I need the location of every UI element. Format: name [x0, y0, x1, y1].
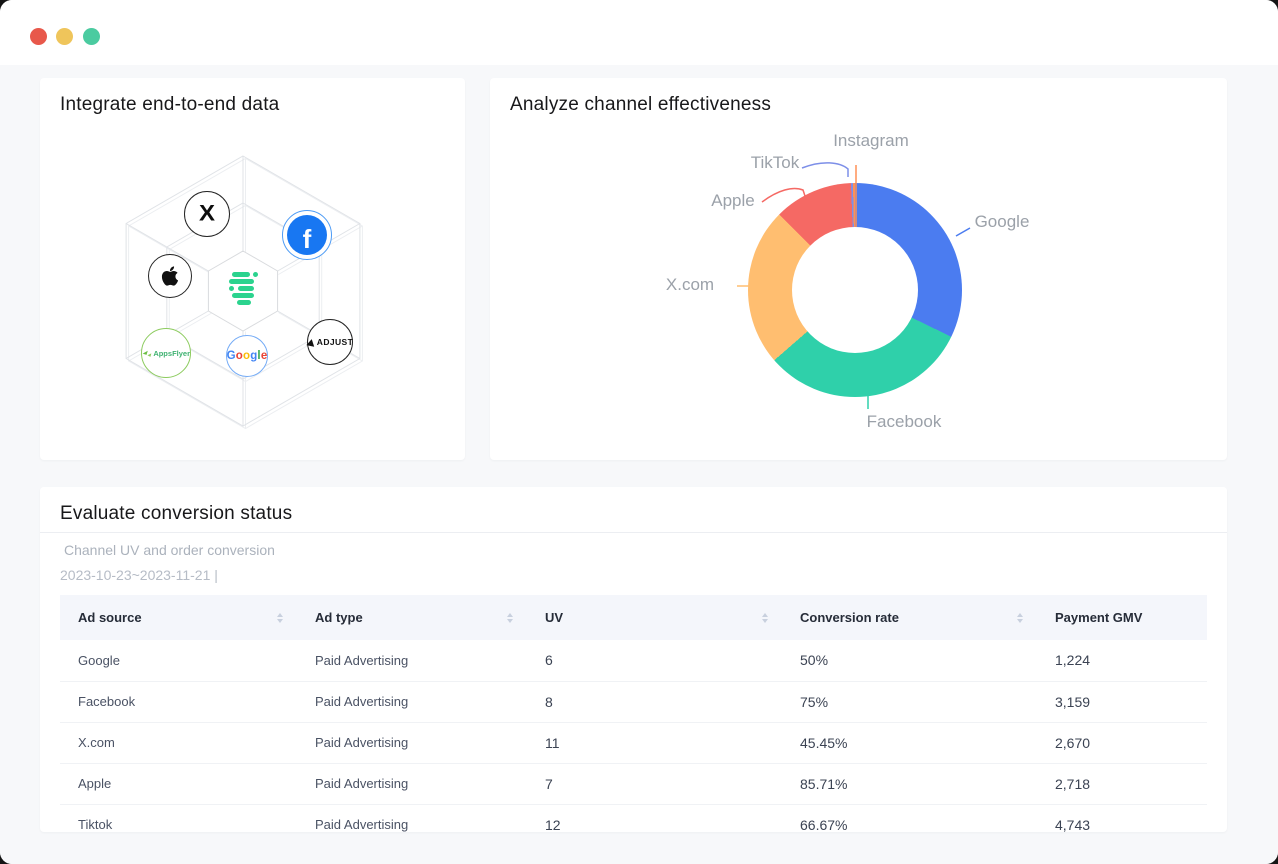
donut-label-google: Google [974, 212, 1030, 231]
table-cell: Paid Advertising [297, 804, 527, 832]
donut-chart[interactable] [748, 183, 962, 397]
date-range: 2023-10-23~2023-11-21 | [60, 567, 218, 583]
adjust-label: ADJUST [316, 337, 354, 347]
table-subtitle: Channel UV and order conversion [64, 542, 275, 558]
table-cell: 12 [527, 804, 782, 832]
apple-logo [148, 254, 192, 298]
table-row[interactable]: X.com Paid Advertising 11 45.45% 2,670 [60, 722, 1207, 764]
table-cell: Google [60, 640, 297, 682]
close-button[interactable] [30, 28, 47, 45]
table-cell: 50% [782, 640, 1037, 682]
table-cell: 3,159 [1037, 681, 1207, 723]
table-cell: 2,718 [1037, 763, 1207, 805]
donut-label-facebook: Facebook [866, 412, 942, 431]
column-header[interactable]: UV [527, 595, 782, 640]
facebook-logo: f [282, 210, 332, 260]
table-row[interactable]: Tiktok Paid Advertising 12 66.67% 4,743 [60, 804, 1207, 832]
evaluate-card-header: Evaluate conversion status [40, 487, 1227, 533]
evaluate-card: Evaluate conversion status Channel UV an… [40, 487, 1227, 832]
table-cell: 45.45% [782, 722, 1037, 764]
analyze-card-title: Analyze channel effectiveness [510, 94, 772, 115]
appsflyer-logo: AppsFlyer [141, 328, 191, 378]
minimize-button[interactable] [56, 28, 73, 45]
conversion-table: Ad source Ad type UV Conversion rate Payment… [60, 595, 1207, 832]
window-titlebar [0, 0, 1278, 65]
evaluate-card-title: Evaluate conversion status [60, 503, 293, 524]
column-header[interactable]: Ad source [60, 595, 297, 640]
donut-label-apple: Apple [711, 191, 755, 210]
table-cell: 4,743 [1037, 804, 1207, 832]
table-cell: X.com [60, 722, 297, 764]
integrate-card: Integrate end-to-end data [40, 78, 465, 460]
sort-icon[interactable] [1017, 612, 1023, 623]
solarengine-logo [207, 250, 279, 332]
analyze-card: Analyze channel effectiveness Google Fac… [490, 78, 1227, 460]
table-row[interactable]: Google Paid Advertising 6 50% 1,224 [60, 640, 1207, 682]
donut-label-instagram: Instagram [833, 131, 909, 150]
table-cell: Tiktok [60, 804, 297, 832]
table-cell: 2,670 [1037, 722, 1207, 764]
appsflyer-bird-icon [142, 350, 152, 357]
table-body: Google Paid Advertising 6 50% 1,224 Facebook P… [60, 640, 1207, 832]
donut-label-xcom: X.com [665, 275, 715, 294]
x-logo: X [184, 191, 230, 237]
table-cell: 6 [527, 640, 782, 682]
adjust-mark-icon [306, 337, 316, 347]
sort-icon[interactable] [277, 612, 283, 623]
google-logo: Google [226, 335, 268, 377]
column-header: Payment GMV [1037, 595, 1207, 640]
integration-diagram: X f AppsFlyer G [40, 78, 465, 460]
donut-label-tiktok: TikTok [750, 153, 800, 172]
dashboard-content: Integrate end-to-end data [0, 65, 1278, 864]
facebook-icon: f [287, 215, 327, 255]
sort-icon[interactable] [762, 612, 768, 623]
sort-icon[interactable] [507, 612, 513, 623]
table-cell: 75% [782, 681, 1037, 723]
apple-icon [161, 266, 179, 286]
table-cell: 8 [527, 681, 782, 723]
column-header[interactable]: Ad type [297, 595, 527, 640]
appsflyer-label: AppsFlyer [153, 348, 190, 358]
table-cell: Paid Advertising [297, 681, 527, 723]
table-cell: 85.71% [782, 763, 1037, 805]
table-cell: Paid Advertising [297, 640, 527, 682]
zoom-button[interactable] [83, 28, 100, 45]
table-cell: Paid Advertising [297, 763, 527, 805]
table-row[interactable]: Apple Paid Advertising 7 85.71% 2,718 [60, 763, 1207, 805]
table-header-row: Ad source Ad type UV Conversion rate Payment… [60, 595, 1207, 640]
table-cell: Facebook [60, 681, 297, 723]
google-label: Google [226, 350, 268, 362]
adjust-logo: ADJUST [306, 319, 354, 365]
hexagon-web [125, 155, 363, 430]
table-cell: 66.67% [782, 804, 1037, 832]
table-cell: 11 [527, 722, 782, 764]
column-header[interactable]: Conversion rate [782, 595, 1037, 640]
table-cell: Paid Advertising [297, 722, 527, 764]
table-cell: 1,224 [1037, 640, 1207, 682]
table-cell: 7 [527, 763, 782, 805]
x-icon: X [198, 201, 215, 226]
integrate-card-title: Integrate end-to-end data [60, 94, 280, 115]
table-row[interactable]: Facebook Paid Advertising 8 75% 3,159 [60, 681, 1207, 723]
table-cell: Apple [60, 763, 297, 805]
